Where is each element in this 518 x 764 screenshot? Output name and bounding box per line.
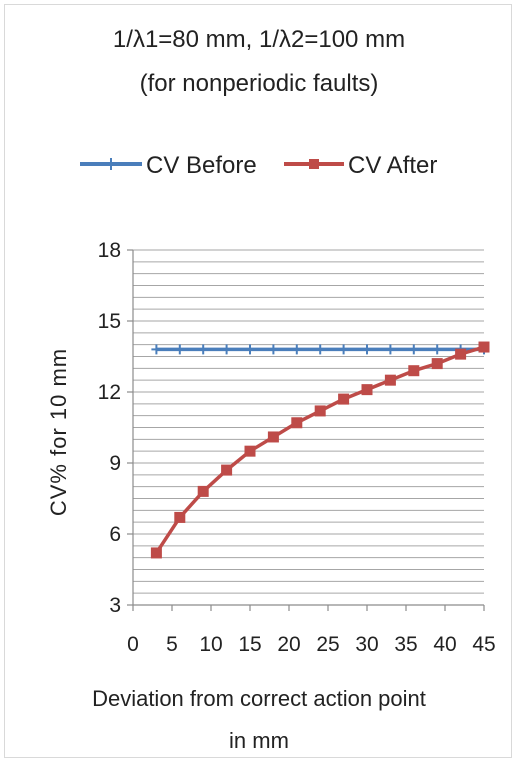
- data-point: [314, 405, 326, 417]
- data-point: [268, 344, 279, 355]
- grid-lines: [133, 249, 484, 594]
- x-axis-label-line-2: in mm: [229, 728, 289, 753]
- data-point: [174, 511, 186, 523]
- y-tick-label: 6: [109, 523, 121, 546]
- data-point: [198, 344, 209, 355]
- y-tick-label: 9: [109, 452, 121, 475]
- data-point: [267, 431, 279, 443]
- y-tick-label: 12: [98, 381, 121, 404]
- axes: [127, 249, 485, 611]
- series-cv-before: [151, 344, 489, 355]
- data-point: [291, 344, 302, 355]
- legend-item-cv-after: CV After: [284, 152, 437, 179]
- data-point: [455, 348, 467, 360]
- data-point: [150, 547, 162, 559]
- data-point: [362, 344, 372, 355]
- data-point: [221, 464, 233, 476]
- x-tick-label: 45: [472, 633, 495, 656]
- chart-frame: [4, 4, 512, 758]
- data-point: [174, 344, 185, 355]
- y-tick-labels: 3 6 9 12 15 18: [98, 239, 121, 617]
- data-point: [338, 344, 349, 355]
- data-point: [315, 344, 326, 355]
- data-point: [384, 374, 396, 386]
- x-tick-label: 25: [316, 633, 339, 656]
- y-tick-label: 15: [98, 310, 121, 333]
- data-point: [478, 341, 490, 353]
- series-cv-after: [150, 341, 490, 559]
- data-point: [408, 365, 420, 377]
- x-tick-label: 5: [166, 633, 178, 656]
- y-tick-label: 18: [98, 239, 121, 262]
- x-tick-label: 30: [355, 633, 378, 656]
- data-point: [408, 344, 419, 355]
- data-point: [221, 344, 232, 355]
- data-point: [245, 344, 255, 355]
- data-point: [244, 445, 256, 457]
- legend-item-cv-before: CV Before: [80, 152, 257, 179]
- data-point: [338, 393, 350, 405]
- x-tick-label: 10: [199, 633, 222, 656]
- x-tick-label: 0: [127, 633, 139, 656]
- x-tick-labels: 0 5 10 15 20 25 30 35 40 45: [127, 633, 496, 656]
- x-axis-label-line-1: Deviation from correct action point: [92, 686, 426, 711]
- chart-title-line-1: 1/λ1=80 mm, 1/λ2=100 mm: [112, 26, 406, 53]
- legend: CV Before CV After: [80, 152, 437, 179]
- data-point: [291, 417, 303, 429]
- chart-title-line-2: (for nonperiodic faults): [139, 70, 379, 97]
- series-group: [150, 341, 490, 559]
- data-point: [385, 344, 396, 355]
- data-point: [361, 384, 373, 396]
- y-tick-label: 3: [109, 594, 121, 617]
- legend-label: CV Before: [146, 152, 257, 179]
- y-axis-label: CV% for 10 mm: [46, 348, 71, 516]
- legend-label: CV After: [348, 152, 437, 179]
- data-point: [151, 344, 162, 355]
- x-tick-label: 20: [277, 633, 300, 656]
- legend-marker: [309, 159, 319, 169]
- data-point: [197, 485, 209, 497]
- x-tick-label: 35: [394, 633, 417, 656]
- data-point: [432, 344, 443, 355]
- x-tick-label: 40: [433, 633, 456, 656]
- data-point: [431, 358, 443, 370]
- x-tick-label: 15: [238, 633, 261, 656]
